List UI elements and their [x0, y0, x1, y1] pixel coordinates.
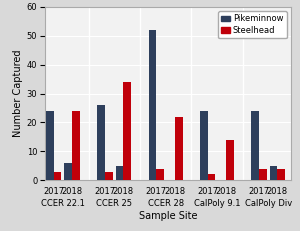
Bar: [156, 169, 164, 180]
Bar: [97, 105, 105, 180]
Text: CalPoly 9.1: CalPoly 9.1: [194, 199, 240, 208]
Text: 2017: 2017: [248, 187, 270, 196]
Text: 2018: 2018: [113, 187, 134, 196]
Bar: [270, 166, 278, 180]
Text: 2017: 2017: [146, 187, 167, 196]
Bar: [208, 174, 215, 180]
Bar: [200, 111, 208, 180]
Text: CalPoly Div: CalPoly Div: [244, 199, 292, 208]
Bar: [226, 140, 234, 180]
Text: 2017: 2017: [43, 187, 64, 196]
Text: CCER 22.1: CCER 22.1: [41, 199, 85, 208]
Bar: [251, 111, 259, 180]
Bar: [123, 82, 131, 180]
Text: CCER 28: CCER 28: [148, 199, 184, 208]
Bar: [54, 171, 61, 180]
Bar: [72, 111, 80, 180]
Text: 2018: 2018: [267, 187, 288, 196]
Y-axis label: Number Captured: Number Captured: [13, 50, 22, 137]
X-axis label: Sample Site: Sample Site: [139, 211, 197, 221]
Text: 2018: 2018: [215, 187, 237, 196]
Bar: [64, 163, 72, 180]
Bar: [46, 111, 54, 180]
Text: 2017: 2017: [197, 187, 218, 196]
Text: CCER 25: CCER 25: [96, 199, 132, 208]
Bar: [278, 169, 285, 180]
Legend: Pikeminnow, Steelhead: Pikeminnow, Steelhead: [218, 11, 287, 38]
Bar: [148, 30, 156, 180]
Bar: [116, 166, 123, 180]
Bar: [175, 117, 182, 180]
Text: 2018: 2018: [164, 187, 185, 196]
Text: 2017: 2017: [94, 187, 116, 196]
Bar: [259, 169, 267, 180]
Bar: [105, 171, 113, 180]
Text: 2018: 2018: [61, 187, 83, 196]
